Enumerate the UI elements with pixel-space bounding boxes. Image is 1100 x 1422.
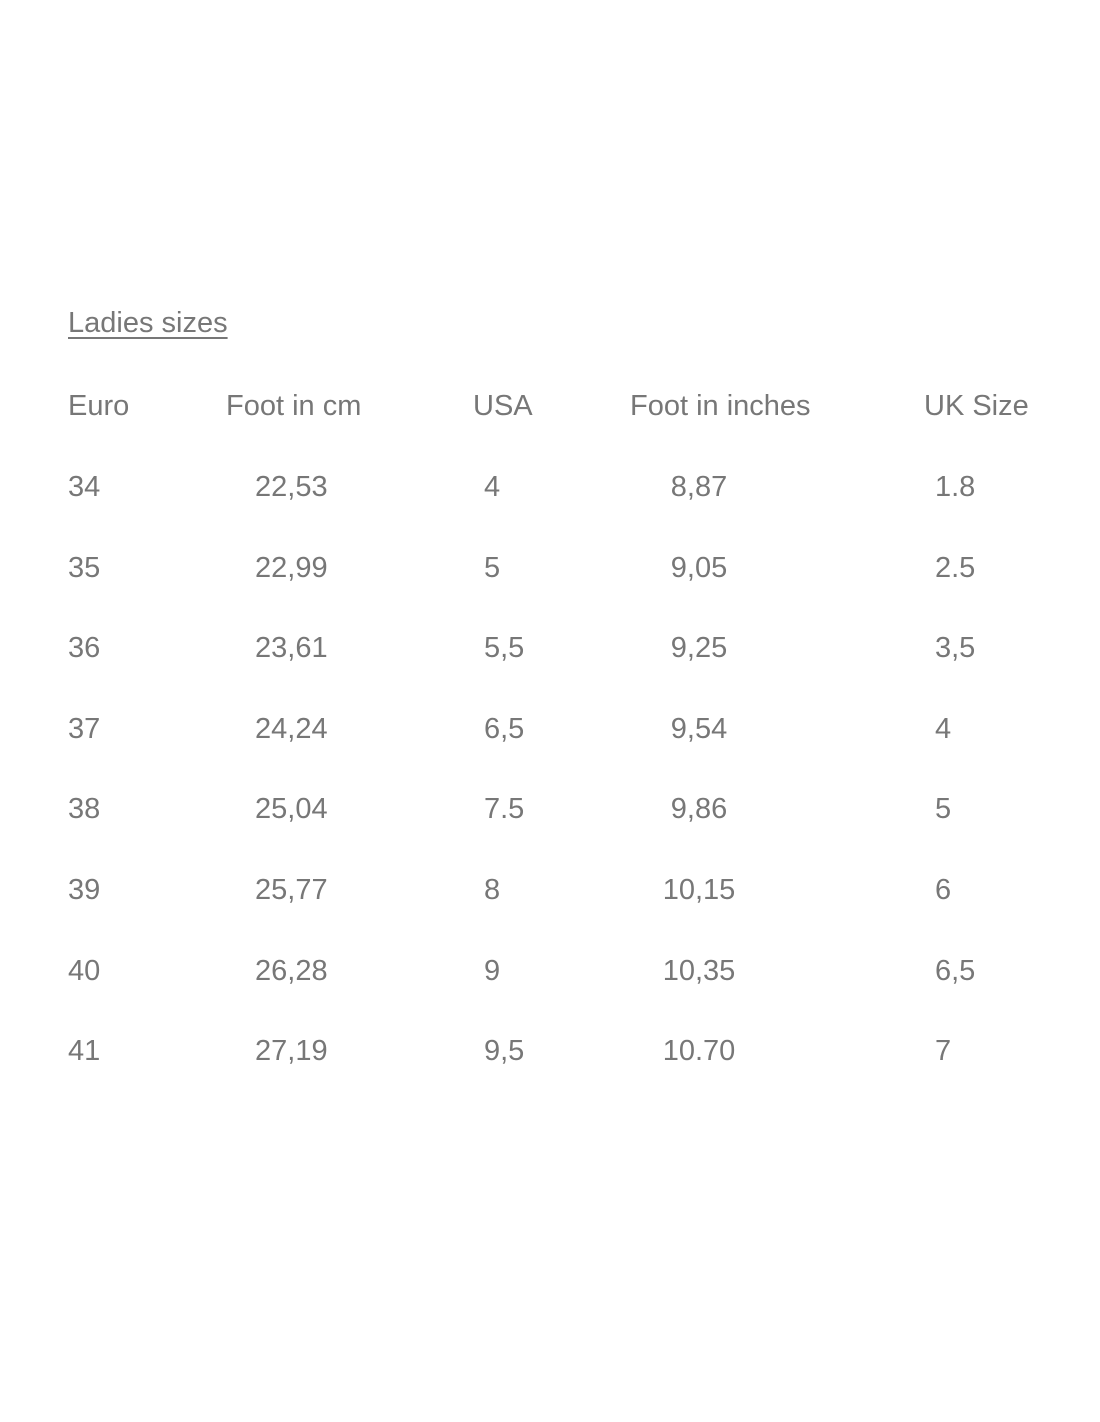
cell-uk-size: 5 — [935, 793, 952, 826]
cell-euro: 34 — [68, 471, 101, 503]
cell-uk-size: 6 — [935, 874, 952, 906]
cell-foot-cm: 22,99 — [255, 551, 328, 584]
cell-foot-cm: 22,53 — [255, 471, 328, 503]
cell-usa: 9 — [484, 954, 501, 987]
cell-usa: 6,5 — [484, 712, 525, 745]
cell-foot-cm: 24,24 — [255, 712, 328, 745]
cell-foot-inches: 10.70 — [662, 1035, 736, 1068]
cell-usa: 9,5 — [484, 1035, 525, 1068]
cell-uk-size: 7 — [935, 1035, 952, 1068]
header-foot-cm: Foot in cm — [226, 390, 362, 422]
cell-uk-size: 3,5 — [935, 632, 976, 665]
cell-usa: 5,5 — [484, 632, 525, 665]
cell-uk-size: 4 — [935, 712, 952, 745]
cell-euro: 41 — [68, 1035, 101, 1068]
cell-usa: 8 — [484, 874, 501, 906]
header-foot-inches: Foot in inches — [630, 390, 811, 422]
cell-usa: 4 — [484, 471, 501, 503]
cell-euro: 40 — [68, 954, 101, 987]
cell-foot-inches: 9,54 — [670, 712, 728, 745]
cell-usa: 5 — [484, 551, 501, 584]
cell-foot-cm: 25,77 — [255, 874, 328, 906]
cell-euro: 37 — [68, 712, 101, 745]
cell-euro: 39 — [68, 874, 101, 906]
cell-usa: 7.5 — [484, 793, 525, 826]
cell-uk-size: 1.8 — [935, 471, 976, 503]
cell-foot-inches: 9,05 — [670, 551, 728, 584]
size-chart-title[interactable]: Ladies sizes — [68, 307, 228, 339]
cell-euro: 36 — [68, 632, 101, 665]
cell-euro: 35 — [68, 551, 101, 584]
cell-foot-cm: 23,61 — [255, 632, 328, 665]
cell-uk-size: 6,5 — [935, 954, 976, 987]
cell-foot-inches: 10,15 — [662, 874, 736, 906]
header-uk-size: UK Size — [924, 390, 1029, 422]
cell-uk-size: 2.5 — [935, 551, 976, 584]
cell-foot-cm: 25,04 — [255, 793, 328, 826]
cell-foot-cm: 27,19 — [255, 1035, 328, 1068]
cell-foot-inches: 8,87 — [670, 471, 728, 503]
cell-euro: 38 — [68, 793, 101, 826]
cell-foot-cm: 26,28 — [255, 954, 328, 987]
cell-foot-inches: 9,86 — [670, 793, 728, 826]
cell-foot-inches: 9,25 — [670, 632, 728, 665]
cell-foot-inches: 10,35 — [662, 954, 736, 987]
header-usa: USA — [473, 390, 533, 422]
header-euro: Euro — [68, 390, 130, 422]
